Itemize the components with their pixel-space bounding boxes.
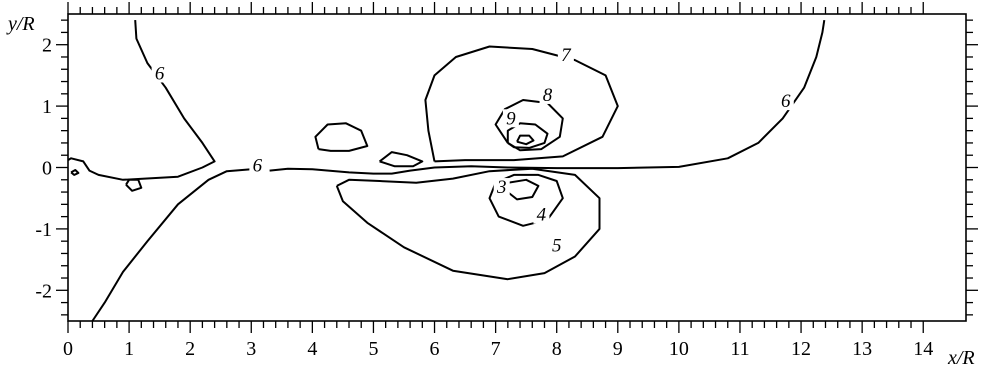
y-tick-label: -1 xyxy=(35,219,52,241)
x-tick-label: 9 xyxy=(613,338,623,360)
contour-line xyxy=(378,151,424,168)
x-tick-label: 1 xyxy=(124,338,134,360)
x-tick-label: 11 xyxy=(730,338,749,360)
contour-line xyxy=(424,45,619,163)
contour-line xyxy=(125,178,143,192)
contour-label-bg xyxy=(151,64,168,83)
x-tick-label: 3 xyxy=(246,338,256,360)
contour-level-label: 7 xyxy=(561,45,572,66)
contour-level-label: 6 xyxy=(781,91,791,112)
contour-level-label: 9 xyxy=(506,108,516,129)
contour-label-bg xyxy=(557,46,574,65)
x-tick-label: 13 xyxy=(852,338,872,360)
x-tick-label: 7 xyxy=(491,338,501,360)
x-tick-label: 14 xyxy=(913,338,933,360)
x-tick-label: 2 xyxy=(185,338,195,360)
contour-line xyxy=(516,134,535,146)
contour-line xyxy=(335,167,601,281)
contour-level-label: 5 xyxy=(552,235,562,256)
y-tick-label: 2 xyxy=(42,35,52,57)
contour-label-bg xyxy=(493,178,510,197)
contour-line xyxy=(488,173,564,227)
contour-level-label: 3 xyxy=(496,177,507,198)
x-tick-label: 10 xyxy=(669,338,689,360)
x-tick-label: 8 xyxy=(552,338,562,360)
contour-label-bg xyxy=(777,92,794,111)
contour-level-labels: 6 6 6 78 9 54 3 xyxy=(151,45,794,256)
y-axis-title: y/R xyxy=(6,13,35,35)
contour-level-label: 8 xyxy=(543,85,553,106)
contour-label-bg xyxy=(539,85,556,104)
x-tick-label: 6 xyxy=(430,338,440,360)
x-tick-label: 4 xyxy=(307,338,317,360)
y-tick-label: 0 xyxy=(42,158,52,180)
x-tick-label: 5 xyxy=(368,338,378,360)
contour-label-bg xyxy=(533,205,550,224)
contour-level-label: 4 xyxy=(537,205,547,226)
contour-level-label: 6 xyxy=(155,63,165,84)
x-tick-label: 12 xyxy=(791,338,811,360)
y-tick-label: 1 xyxy=(42,96,52,118)
contour-line xyxy=(70,169,80,176)
x-axis-title: x/R xyxy=(947,347,975,369)
contour-line xyxy=(494,99,564,152)
contour-line xyxy=(506,178,540,201)
contour-label-bg xyxy=(249,156,266,175)
contour-level-label: 6 xyxy=(253,156,263,177)
x-tick-label: 0 xyxy=(63,338,73,360)
y-tick-label: -2 xyxy=(35,280,52,302)
contour-label-bg xyxy=(502,109,519,128)
contour-line xyxy=(67,20,216,181)
contour-line xyxy=(506,122,549,149)
contour-line xyxy=(91,168,252,322)
contour-line xyxy=(314,122,369,152)
axis-ticks xyxy=(56,2,978,333)
contour-label-bg xyxy=(548,236,565,255)
contour-lines xyxy=(67,19,826,322)
